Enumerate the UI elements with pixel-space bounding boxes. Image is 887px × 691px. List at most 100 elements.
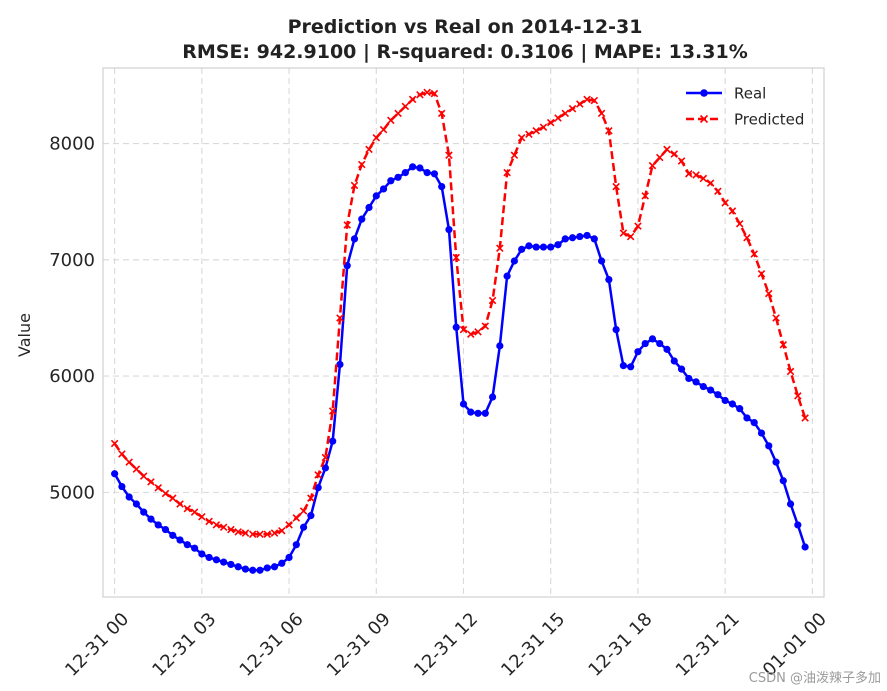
data-point: [786, 367, 795, 376]
data-point: [765, 442, 773, 450]
y-tick-label: 7000: [49, 250, 95, 271]
data-point: [794, 392, 802, 400]
data-point: [568, 234, 577, 242]
x-tick-label: 12-31 18: [584, 609, 656, 681]
x-tick-label: 12-31 21: [672, 609, 744, 681]
data-point: [539, 123, 548, 132]
y-axis: 5000 6000 7000 8000: [49, 134, 95, 504]
data-point: [561, 235, 569, 243]
data-point: [321, 453, 330, 462]
plot-area-frame: [102, 67, 825, 598]
data-point: [234, 528, 242, 536]
data-point: [365, 145, 373, 154]
data-point: [285, 521, 293, 529]
data-point: [459, 325, 468, 334]
y-tick-label: 5000: [49, 482, 95, 503]
data-point: [503, 168, 511, 177]
data-point: [437, 109, 446, 118]
data-point: [248, 530, 257, 538]
data-point: [394, 109, 402, 118]
data-point: [336, 314, 344, 322]
data-point: [365, 203, 373, 212]
data-point: [205, 517, 213, 526]
chart-title: Prediction vs Real on 2014-12-31: [288, 16, 643, 38]
data-point: [154, 521, 162, 529]
data-point: [510, 151, 519, 159]
data-point: [605, 127, 613, 135]
data-point: [401, 169, 409, 177]
data-point: [539, 243, 548, 251]
data-point: [757, 429, 766, 437]
data-point: [321, 464, 330, 472]
data-point: [452, 323, 460, 331]
data-point: [278, 526, 286, 535]
data-point: [241, 565, 250, 573]
data-point: [772, 314, 780, 322]
data-point: [576, 232, 584, 241]
data-point: [154, 483, 163, 492]
data-point: [408, 95, 417, 104]
data-point: [590, 96, 599, 105]
data-point: [118, 450, 126, 458]
data-point: [459, 400, 468, 408]
data-point: [612, 182, 620, 191]
data-point: [496, 342, 504, 350]
data-point: [634, 222, 642, 230]
data-point: [292, 514, 301, 522]
data-point: [590, 235, 598, 243]
legend: Real Predicted: [686, 85, 804, 129]
data-point: [357, 160, 366, 169]
data-point: [554, 241, 562, 249]
data-point: [467, 408, 475, 416]
data-point: [634, 348, 642, 356]
data-point: [220, 558, 228, 566]
data-point: [561, 109, 570, 118]
data-point: [314, 471, 322, 479]
series-line-real: [113, 165, 807, 572]
legend-marker-predicted: [699, 114, 709, 124]
data-point: [227, 560, 235, 569]
data-point: [256, 530, 264, 538]
data-point: [438, 182, 446, 191]
data-point: [532, 127, 540, 135]
x-tick-label: 12-31 03: [148, 609, 220, 681]
data-point: [147, 478, 155, 486]
data-point: [212, 556, 220, 564]
series-predicted: [110, 88, 809, 538]
data-point: [379, 185, 388, 193]
data-point: [699, 174, 708, 183]
data-point: [212, 521, 221, 529]
data-point: [721, 396, 729, 405]
data-point: [169, 494, 177, 502]
series-line-predicted: [113, 91, 807, 536]
data-point: [307, 494, 315, 502]
data-point: [401, 102, 410, 111]
data-point: [474, 409, 482, 417]
data-point: [241, 529, 250, 537]
data-point: [735, 220, 744, 228]
data-point: [525, 242, 533, 250]
data-point: [772, 458, 780, 466]
data-point: [300, 523, 308, 531]
data-point: [714, 187, 722, 196]
data-point: [627, 363, 635, 371]
data-point: [205, 553, 213, 562]
data-point: [350, 181, 359, 190]
data-point: [161, 489, 170, 498]
data-point: [183, 541, 191, 549]
data-point: [176, 500, 184, 508]
data-point: [416, 90, 424, 99]
chart-subtitle: RMSE: 942.9100 | R-squared: 0.3106 | MAP…: [182, 41, 748, 63]
data-point: [728, 207, 737, 215]
x-tick-label: 12-31 09: [323, 609, 395, 681]
data-point: [358, 215, 366, 223]
data-point: [612, 325, 620, 334]
data-point: [568, 104, 577, 113]
data-point: [227, 525, 235, 534]
y-axis-label: Value: [15, 313, 34, 357]
data-point: [111, 470, 119, 478]
data-point: [445, 151, 453, 159]
data-point: [481, 322, 490, 330]
series-real: [111, 163, 809, 574]
